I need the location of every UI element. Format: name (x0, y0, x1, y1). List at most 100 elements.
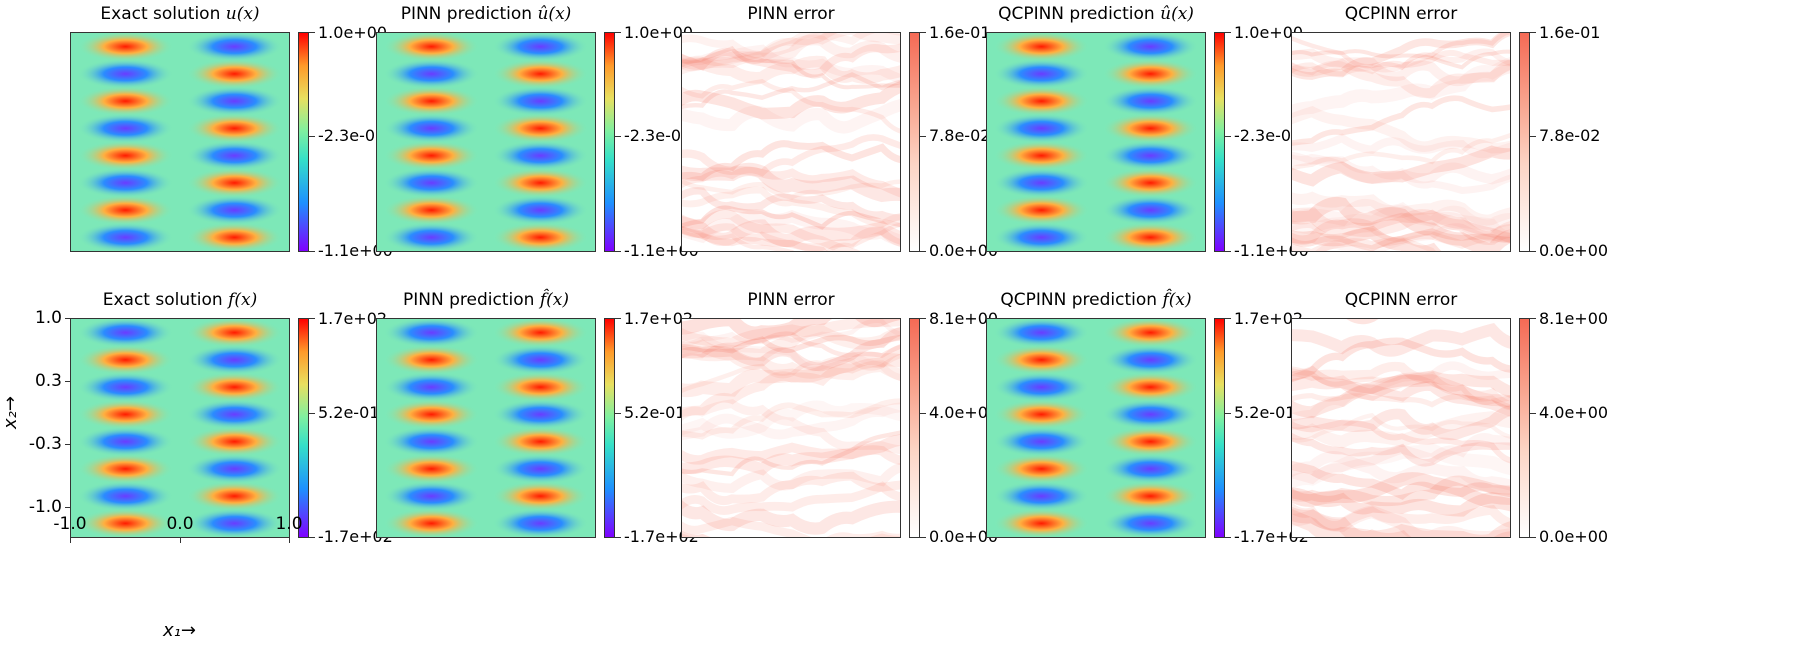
error-streak (682, 334, 900, 354)
heatmap-peak (383, 344, 480, 375)
error-streak (1292, 419, 1510, 464)
heatmap-peak (993, 195, 1090, 226)
error-streak (1292, 365, 1510, 417)
heatmap-peak (77, 453, 174, 484)
chart-panel-3: QCPINN prediction û(x) 1.0e+00 -2.3e-02 … (986, 4, 1346, 304)
heatmap-trough (492, 453, 589, 484)
heatmap-peak (383, 140, 480, 171)
error-streak (682, 327, 900, 372)
error-streak (1292, 508, 1510, 537)
error-streak (682, 319, 900, 349)
heatmap-trough (1102, 33, 1199, 62)
colorbar-max-label: 1.0e+00 (624, 23, 694, 42)
heatmap-plot (681, 32, 901, 252)
heatmap-plot (70, 318, 290, 538)
heatmap-trough (186, 453, 283, 484)
heatmap-svg (71, 33, 289, 251)
colorbar-min-label: -1.1e+00 (1234, 241, 1309, 260)
heatmap-peak (492, 319, 589, 348)
heatmap-trough (77, 372, 174, 403)
error-streak (1292, 361, 1510, 423)
heatmap-trough (77, 167, 174, 198)
heatmap-trough (383, 319, 480, 348)
heatmap-peak (492, 167, 589, 198)
heatmap-background (682, 319, 900, 537)
heatmap-peak (492, 222, 589, 251)
heatmap-trough (77, 319, 174, 348)
heatmap-plot (376, 318, 596, 538)
heatmap-svg (71, 319, 289, 537)
error-streak (1292, 475, 1510, 507)
heatmap-peak (1102, 167, 1199, 198)
error-streak (682, 43, 900, 78)
colorbar (298, 32, 309, 252)
panel-title: QCPINN error (1344, 4, 1458, 24)
panel-title: Exact solution f(x) (102, 290, 258, 310)
colorbar-min-label: 0.0e+00 (1539, 241, 1609, 260)
colorbar (604, 32, 615, 252)
heatmap-svg (987, 319, 1205, 537)
error-streak (1292, 132, 1510, 171)
y-tick-label: -0.3 (28, 434, 62, 454)
panel-title: QCPINN error (1344, 290, 1458, 310)
colorbar-mid-label: 5.2e-01 (624, 403, 686, 422)
heatmap-peak (383, 399, 480, 430)
heatmap-peak (1102, 372, 1199, 403)
heatmap-trough (77, 113, 174, 144)
error-streak (682, 225, 828, 251)
heatmap-peak (993, 86, 1090, 117)
colorbar-max-label: 1.6e-01 (929, 23, 991, 42)
error-streak (682, 209, 861, 251)
colorbar-mid-label: -2.3e-02 (624, 126, 692, 145)
heatmap-peak (77, 86, 174, 117)
error-streak (1292, 133, 1510, 159)
x-tick-label: 0.0 (166, 514, 194, 534)
heatmap-plot (681, 318, 901, 538)
error-streak (1292, 221, 1510, 251)
error-streak (1292, 442, 1510, 490)
error-streak (682, 53, 900, 84)
error-streak (682, 430, 900, 477)
error-streak (1292, 322, 1510, 357)
error-streak (1292, 191, 1510, 226)
error-streak (682, 209, 900, 247)
colorbar-mid-label: 7.8e-02 (929, 126, 991, 145)
heatmap-peak (186, 58, 283, 89)
heatmap-svg (377, 33, 595, 251)
heatmap-peak (993, 508, 1090, 537)
heatmap-trough (993, 426, 1090, 457)
heatmap-peak (186, 319, 283, 348)
heatmap-peak (186, 167, 283, 198)
heatmap-peak (77, 33, 174, 62)
colorbar-mid-label: 4.0e+00 (1539, 403, 1609, 422)
error-streak (682, 463, 900, 494)
error-streak (682, 78, 900, 134)
colorbar (909, 318, 920, 538)
panel-title: PINN prediction f̂(x) (403, 290, 569, 310)
error-streak (682, 34, 900, 72)
heatmap-peak (492, 113, 589, 144)
heatmap-peak (186, 481, 283, 512)
heatmap-peak (1102, 222, 1199, 251)
error-streak (682, 351, 900, 398)
error-streak (1292, 223, 1437, 251)
heatmap-peak (1102, 58, 1199, 89)
heatmap-peak (993, 344, 1090, 375)
error-streak (682, 471, 900, 506)
heatmap-trough (186, 508, 283, 537)
error-streak (1292, 433, 1510, 485)
colorbar (298, 318, 309, 538)
error-streak (682, 481, 900, 515)
heatmap-trough (383, 426, 480, 457)
error-streak (1292, 95, 1510, 146)
heatmap-peak (1102, 319, 1199, 348)
heatmap-trough (77, 222, 174, 251)
heatmap-trough (1102, 195, 1199, 226)
heatmap-peak (993, 140, 1090, 171)
error-streak (1292, 49, 1510, 70)
error-streak (682, 140, 900, 181)
error-streak (682, 324, 900, 362)
colorbar-min-label: 0.0e+00 (929, 527, 999, 546)
error-streak (1292, 33, 1510, 80)
error-streak (682, 434, 900, 476)
